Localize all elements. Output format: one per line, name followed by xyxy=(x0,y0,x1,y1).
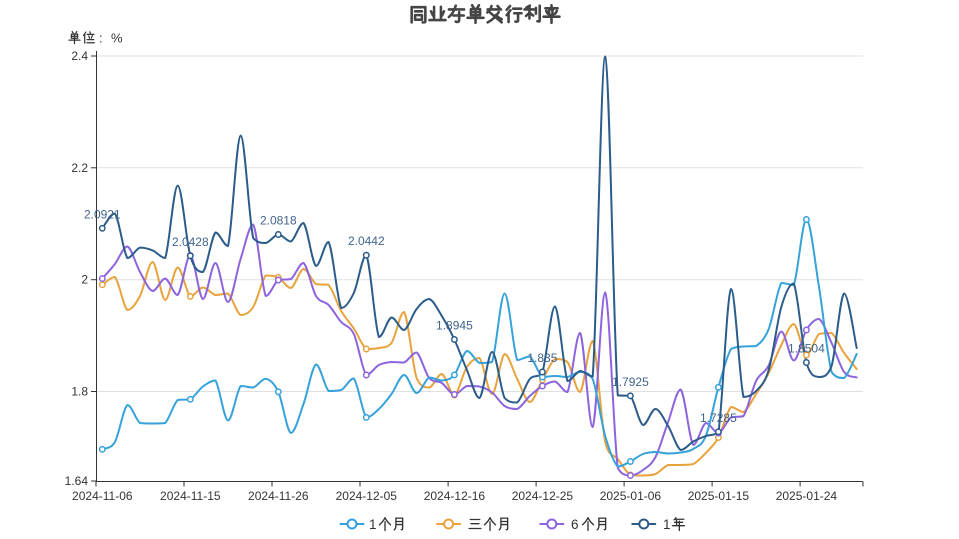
svg-text:2025-01-06: 2025-01-06 xyxy=(600,489,662,503)
svg-text:2.0442: 2.0442 xyxy=(348,234,385,248)
svg-text:2.0428: 2.0428 xyxy=(172,235,209,249)
svg-text:1.7285: 1.7285 xyxy=(700,411,737,425)
svg-text:2.0921: 2.0921 xyxy=(84,207,121,221)
svg-text:1: 1 xyxy=(369,517,377,532)
svg-text:2025-01-24: 2025-01-24 xyxy=(776,489,838,503)
svg-text:2.2: 2.2 xyxy=(71,161,88,175)
svg-text:2025-01-15: 2025-01-15 xyxy=(688,489,750,503)
svg-text:1.835: 1.835 xyxy=(527,351,557,365)
svg-text:1.64: 1.64 xyxy=(65,474,89,488)
svg-text:2024-12-05: 2024-12-05 xyxy=(336,489,398,503)
svg-text:2: 2 xyxy=(81,273,88,287)
svg-text:2024-11-15: 2024-11-15 xyxy=(160,489,221,503)
svg-text:1.8945: 1.8945 xyxy=(436,319,473,333)
svg-text:1.7925: 1.7925 xyxy=(612,375,649,389)
svg-text:6: 6 xyxy=(571,517,579,532)
svg-text:1: 1 xyxy=(663,517,671,532)
svg-text:1.8: 1.8 xyxy=(71,385,88,399)
svg-text:2024-12-16: 2024-12-16 xyxy=(424,489,486,503)
svg-text:%: % xyxy=(111,31,123,46)
svg-text:2024-11-26: 2024-11-26 xyxy=(248,489,309,503)
svg-text:2.4: 2.4 xyxy=(71,49,88,63)
svg-text::: : xyxy=(99,31,103,46)
svg-text:2024-11-06: 2024-11-06 xyxy=(72,489,133,503)
svg-text:1.8504: 1.8504 xyxy=(788,342,825,356)
svg-text:2024-12-25: 2024-12-25 xyxy=(512,489,574,503)
svg-text:2.0818: 2.0818 xyxy=(260,214,297,228)
